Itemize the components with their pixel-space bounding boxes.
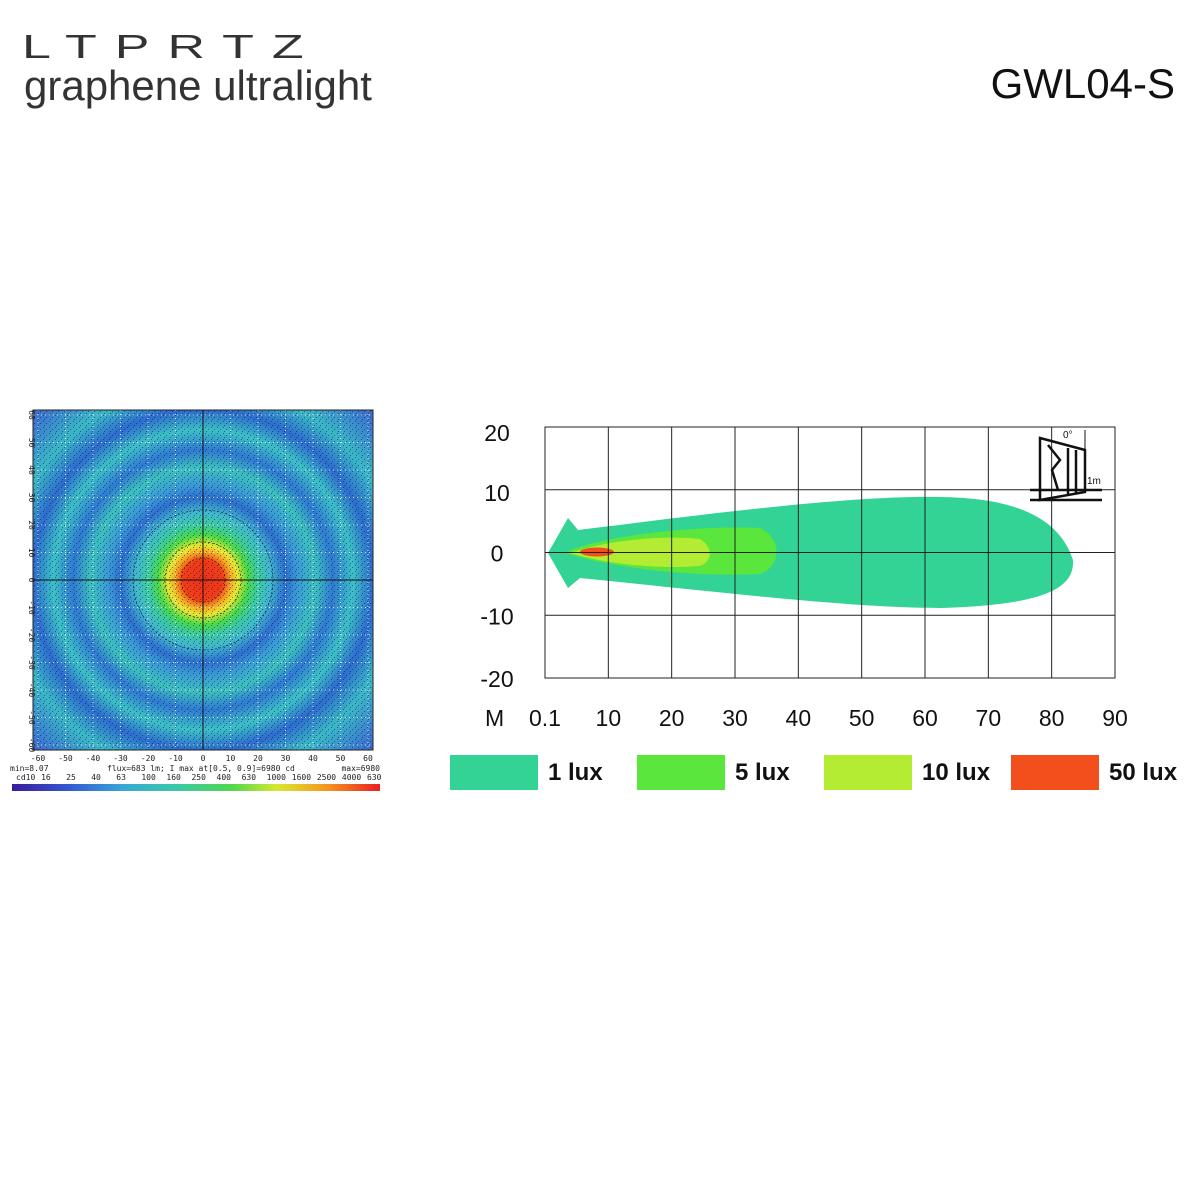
scale-label: 400: [217, 773, 232, 782]
scale-label: 160: [166, 773, 181, 782]
y-tick-label: 30: [27, 493, 36, 503]
y-tick-label: -50: [27, 710, 36, 725]
y-tick-label: -40: [27, 683, 36, 698]
x-tick-label: 20: [659, 705, 685, 731]
y-tick-label: -10: [480, 603, 513, 629]
scale-label: 40: [91, 773, 101, 782]
scale-label: 63: [116, 773, 126, 782]
x-unit: M: [485, 705, 504, 731]
x-tick-label: 60: [363, 754, 373, 763]
x-tick-label: -60: [31, 754, 46, 763]
contour: [164, 541, 242, 619]
scale-label: cd10: [16, 773, 35, 782]
scale-label: 630: [367, 773, 382, 782]
model-name: GWL04-S: [991, 60, 1175, 107]
x-tick-label: 60: [912, 705, 938, 731]
contour: [180, 557, 226, 603]
y-tick-label: -60: [27, 738, 36, 753]
brand-logo: LTPRTZ: [22, 28, 322, 66]
x-tick-label: -10: [168, 754, 183, 763]
legend-swatch: [1011, 755, 1099, 790]
x-tick-label: 80: [1039, 705, 1065, 731]
x-tick-label: -30: [113, 754, 128, 763]
x-tick-label: -40: [86, 754, 101, 763]
x-tick-label: -20: [141, 754, 156, 763]
lamp-icon: [1030, 430, 1102, 502]
x-tick-label: 50: [336, 754, 346, 763]
legend-label: 10 lux: [922, 759, 991, 786]
max-label: max=6980: [341, 764, 380, 773]
y-tick-label: -20: [27, 628, 36, 643]
scale-label: 2500: [317, 773, 336, 782]
x-tick-label: 0.1: [529, 705, 561, 731]
y-tick-label: -30: [27, 655, 36, 670]
x-tick-label: 40: [786, 705, 812, 731]
x-tick-label: 20: [253, 754, 263, 763]
scale-label: 1000: [267, 773, 286, 782]
y-tick-label: 10: [27, 548, 36, 558]
y-tick-label: 10: [484, 480, 510, 506]
x-tick-label: 90: [1102, 705, 1128, 731]
legend-swatch: [637, 755, 725, 790]
scale-label: 100: [141, 773, 156, 782]
candela-map: min=8.07 flux=683 lm; I max at[0.5, 0.9]…: [10, 409, 380, 791]
isolux-diagram: 0° 1m M: [485, 426, 1116, 731]
x-tick-label: -50: [58, 754, 73, 763]
x-tick-label: 40: [308, 754, 318, 763]
y-tick-label: 40: [27, 465, 36, 475]
icon-distance: 1m: [1087, 476, 1101, 487]
y-tick-label: 0: [491, 541, 504, 567]
x-tick-label: 0: [201, 754, 206, 763]
info-label: flux=683 lm; I max at[0.5, 0.9]=6980 cd: [107, 764, 295, 773]
contour: [132, 509, 274, 651]
x-tick-label: 10: [226, 754, 236, 763]
min-label: min=8.07: [10, 764, 49, 773]
tagline: graphene ultralight: [24, 62, 372, 109]
x-tick-label: 30: [281, 754, 291, 763]
y-tick-label: 50: [27, 438, 36, 448]
y-tick-label: -20: [480, 666, 513, 692]
legend-label: 1 lux: [548, 759, 603, 786]
heatmap-frame: [32, 409, 374, 751]
colorbar: [12, 784, 380, 791]
scale-label: 25: [66, 773, 76, 782]
legend-swatch: [450, 755, 538, 790]
scale-label: 1600: [292, 773, 311, 782]
x-tick-label: 50: [849, 705, 875, 731]
legend-swatch: [824, 755, 912, 790]
x-tick-label: 30: [722, 705, 748, 731]
y-tick-label: 20: [484, 420, 510, 446]
scale-label: 4000: [342, 773, 361, 782]
x-tick-label: 70: [976, 705, 1002, 731]
x-tick-label: 10: [596, 705, 622, 731]
legend-label: 5 lux: [735, 759, 790, 786]
y-tick-label: 60: [27, 410, 36, 420]
legend-label: 50 lux: [1109, 759, 1178, 786]
y-tick-label: 20: [27, 520, 36, 530]
scale-label: 250: [191, 773, 206, 782]
icon-angle: 0°: [1063, 430, 1073, 441]
scale-label: 630: [242, 773, 257, 782]
y-tick-label: -10: [27, 600, 36, 615]
scale-label: 16: [41, 773, 51, 782]
y-tick-label: 0: [27, 578, 36, 583]
